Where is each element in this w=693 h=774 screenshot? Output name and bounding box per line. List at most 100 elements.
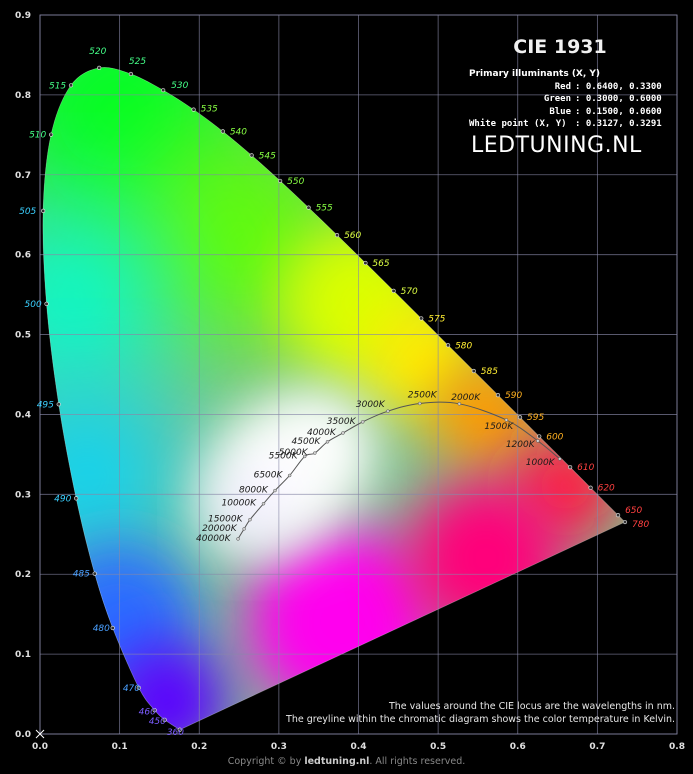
wavelength-label: 505 (19, 207, 36, 217)
copyright-suffix: . All rights reserved. (369, 756, 466, 767)
y-tick-label: 0.7 (15, 171, 31, 181)
wavelength-label: 610 (577, 463, 594, 473)
planckian-locus: 40000K20000K15000K10000K8000K6500K5500K5… (196, 390, 562, 544)
kelvin-point (261, 501, 266, 506)
kelvin-label: 5000K (279, 448, 309, 458)
wavelength-label: 520 (89, 47, 106, 57)
kelvin-point (325, 440, 330, 444)
copyright-site-link[interactable]: ledtuning.nl (304, 756, 370, 767)
wavelength-label: 545 (259, 151, 276, 161)
kelvin-point (360, 420, 365, 424)
primaries-heading: Primary illuminants (X, Y) (469, 69, 601, 79)
kelvin-label: 6500K (254, 470, 284, 480)
primary-value: : 0.1500, 0.0600 (575, 106, 662, 117)
wavelength-label: 470 (123, 684, 140, 694)
wavelength-label: 450 (149, 717, 166, 727)
wavelength-label: 535 (201, 105, 218, 115)
wavelength-label: 600 (546, 432, 563, 442)
kelvin-label: 40000K (196, 534, 232, 544)
primary-value: : 0.6400, 0.3300 (575, 81, 662, 92)
wavelength-label: 460 (139, 707, 156, 717)
y-tick-label: 0.1 (15, 650, 31, 660)
kelvin-label: 2500K (408, 390, 438, 400)
y-tick-label: 0.5 (15, 331, 31, 341)
locus-point (278, 178, 283, 184)
kelvin-label: 3500K (327, 417, 357, 427)
locus-point (161, 88, 166, 93)
x-tick-label: 0.0 (32, 742, 48, 752)
x-tick-label: 0.2 (191, 742, 207, 752)
wavelength-label: 565 (372, 259, 389, 269)
locus-outline (42, 67, 626, 731)
kelvin-point (273, 488, 277, 493)
kelvin-point (536, 439, 540, 443)
kelvin-label: 1000K (526, 458, 556, 468)
kelvin-point (386, 409, 390, 413)
y-tick-label: 0.6 (15, 251, 31, 261)
locus-point (306, 205, 311, 210)
ledtuning-logo: LEDTUNING.NL (471, 133, 642, 158)
kelvin-point (504, 418, 509, 422)
locus-point (363, 260, 368, 266)
wavelength-label: 570 (401, 287, 418, 297)
note-wavelengths: The values around the CIE locus are the … (388, 701, 675, 712)
locus-point (136, 685, 141, 690)
kelvin-label: 4500K (292, 437, 322, 447)
primary-value: : 0.3000, 0.6000 (575, 94, 662, 104)
locus-point (110, 625, 115, 631)
x-tick-label: 0.7 (589, 742, 605, 752)
note-color-temperature: The greyline within the chromatic diagra… (286, 714, 675, 725)
logo-left: LEDTUNING (471, 133, 605, 158)
wavelength-label: 780 (632, 520, 649, 530)
locus-point (152, 708, 157, 713)
locus-point (177, 727, 182, 732)
wavelength-label: 585 (481, 367, 498, 377)
wavelength-label: 620 (598, 484, 615, 494)
primary-name: White point (X, Y) (469, 119, 567, 129)
kelvin-label: 2000K (451, 393, 481, 403)
locus-point (334, 232, 340, 238)
primary-row-red: Red : 0.6400, 0.3300 (469, 81, 669, 94)
kelvin-point (418, 401, 422, 406)
kelvin-label: 10000K (222, 499, 258, 509)
wavelength-label: 510 (29, 131, 46, 141)
locus-point (391, 288, 396, 293)
locus-point (56, 402, 61, 407)
wavelength-label: 555 (316, 204, 333, 214)
wavelength-label: 360 (167, 728, 184, 738)
y-tick-label: 0.8 (15, 91, 31, 101)
primary-row-white-point: White point (X, Y) : 0.3127, 0.3291 (469, 118, 669, 131)
origin-marker (35, 729, 45, 739)
axes: 0.0 0.1 0.2 0.3 0.4 0.5 0.6 0.7 0.8 0.0 0.1 0.2 0.3 0… (15, 11, 685, 752)
kelvin-point (302, 454, 307, 459)
locus-point (495, 393, 501, 398)
locus-point (41, 208, 46, 213)
locus-point (568, 465, 573, 470)
y-tick-label: 0.9 (15, 11, 31, 21)
locus-point (622, 519, 628, 525)
wavelength-label: 575 (428, 314, 445, 324)
primaries-panel: Primary illuminants (X, Y) Red : 0.6400,… (469, 68, 669, 131)
locus-point (249, 153, 254, 158)
wavelength-label: 515 (49, 81, 66, 91)
wavelength-label: 495 (37, 400, 54, 410)
primary-row-blue: Blue : 0.1500, 0.0600 (469, 106, 669, 119)
kelvin-label: 1200K (506, 440, 536, 450)
primary-row-green: Green : 0.3000, 0.6000 (469, 93, 669, 106)
fill-blob (202, 465, 293, 556)
locus-point (471, 368, 476, 374)
x-tick-label: 0.4 (351, 742, 367, 752)
kelvin-label: 5500K (269, 451, 299, 461)
locus-point (615, 513, 621, 518)
wavelength-label: 540 (230, 127, 247, 137)
fill-blob (107, 642, 228, 730)
kelvin-point (341, 431, 345, 435)
wavelength-label: 595 (527, 413, 544, 423)
grid (39, 14, 678, 735)
wavelength-label: 480 (93, 624, 110, 634)
locus-point (191, 107, 196, 112)
kelvin-label: 4000K (307, 428, 337, 438)
